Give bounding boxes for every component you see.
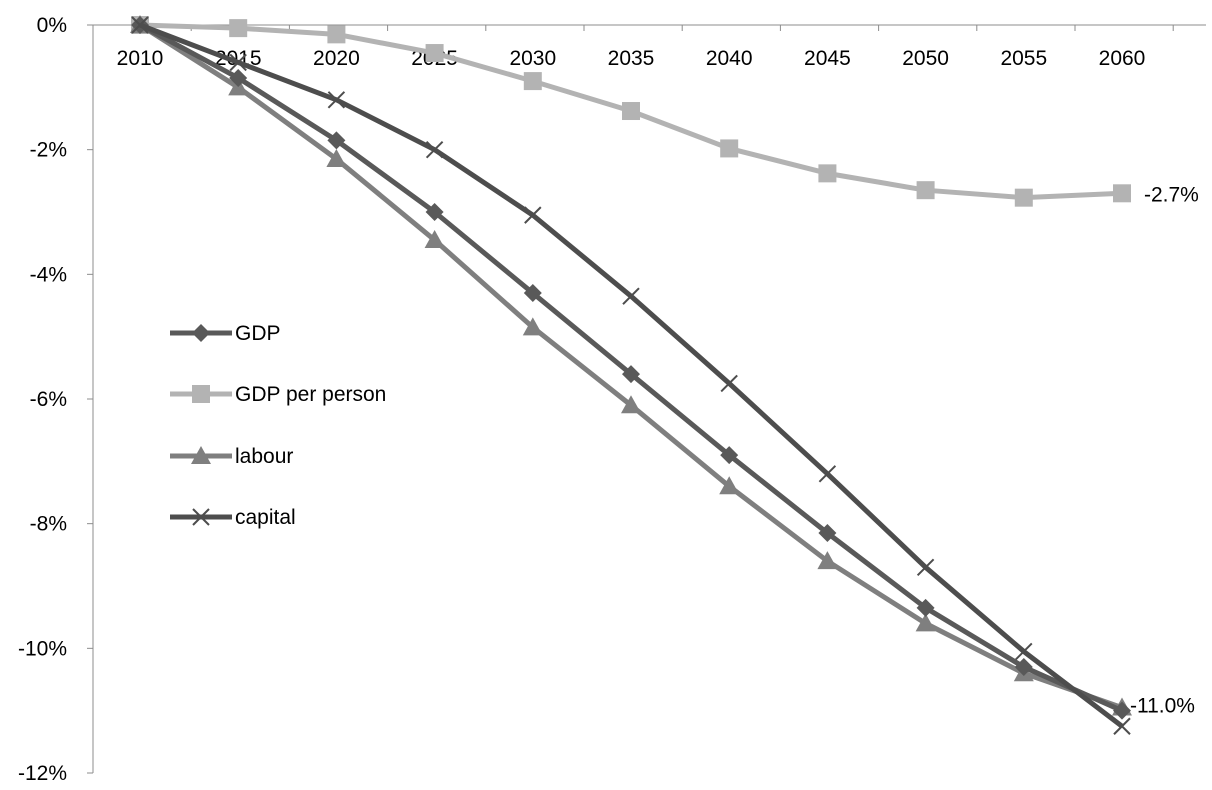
data-point-gdp-per-person	[229, 19, 248, 38]
data-point-gdp	[327, 131, 346, 150]
x-tick-label: 2020	[313, 47, 360, 70]
legend-swatch-marker	[191, 446, 211, 464]
x-marker-stroke	[818, 465, 837, 483]
x-marker-stroke	[327, 91, 346, 109]
data-point-capital	[229, 53, 247, 72]
legend: GDP GDP per person labour capital	[170, 322, 386, 529]
data-point-labour	[817, 551, 838, 570]
y-tick-label: -2%	[30, 139, 67, 162]
data-point-labour	[424, 230, 445, 249]
legend-item-labour: labour	[170, 445, 293, 468]
data-point-gdp	[1014, 658, 1033, 677]
y-tick-label: -8%	[30, 513, 67, 536]
data-point-labour	[621, 395, 641, 414]
x-marker-stroke	[524, 206, 542, 224]
data-point-gdp	[622, 365, 640, 384]
y-axis: 0% -2% -4% -6% -8% -10% -12%	[18, 14, 94, 785]
x-marker-stroke	[916, 558, 935, 577]
x-tick-label: 2040	[706, 47, 753, 70]
y-tick-label: -12%	[18, 762, 67, 785]
x-marker-stroke	[131, 16, 149, 34]
x-tick-label: 2030	[509, 47, 556, 70]
data-point-capital	[720, 374, 738, 393]
legend-item-capital: capital	[170, 506, 296, 529]
series-labour	[130, 15, 1132, 716]
data-point-capital	[131, 16, 149, 34]
data-point-gdp-per-person	[622, 102, 640, 121]
data-point-gdp-per-person	[818, 164, 837, 183]
data-point-gdp	[720, 446, 739, 465]
data-point-gdp	[1113, 701, 1131, 720]
end-label: -2.7%	[1144, 183, 1199, 206]
end-labels: -2.7% -11.0%	[1130, 183, 1199, 717]
data-point-labour	[915, 613, 936, 632]
x-marker-stroke	[229, 53, 247, 72]
x-marker-stroke	[720, 374, 738, 393]
data-point-gdp-per-person	[327, 25, 346, 44]
data-point-capital	[1015, 642, 1033, 661]
data-point-gdp	[425, 203, 444, 221]
legend-label: GDP per person	[235, 383, 386, 406]
legend-swatch-marker	[192, 385, 210, 403]
data-point-labour	[719, 476, 740, 495]
data-point-capital	[916, 558, 935, 577]
x-marker-stroke	[1113, 717, 1131, 735]
data-point-gdp-per-person	[523, 72, 542, 91]
data-point-gdp	[818, 524, 837, 543]
legend-swatch-marker	[192, 324, 210, 342]
series-gdp-per-person	[131, 16, 1131, 207]
data-point-gdp-per-person	[720, 139, 739, 158]
data-point-capital	[425, 140, 444, 159]
data-point-capital	[818, 465, 837, 483]
y-tick-label: 0%	[37, 14, 67, 37]
x-tick-label: 2045	[804, 47, 851, 70]
legend-item-gdp-per-person: GDP per person	[170, 383, 386, 406]
x-marker-stroke	[192, 508, 210, 526]
data-point-gdp-per-person	[1014, 188, 1033, 207]
data-point-gdp-per-person	[1113, 184, 1131, 203]
x-marker-stroke	[425, 140, 444, 159]
legend-label: labour	[235, 445, 293, 468]
legend-item-gdp: GDP	[170, 322, 281, 345]
data-point-capital	[524, 206, 542, 224]
y-tick-label: -10%	[18, 637, 67, 660]
x-tick-label: 2060	[1099, 47, 1146, 70]
data-point-gdp	[916, 598, 935, 617]
series-capital	[131, 16, 1131, 735]
data-point-capital	[327, 91, 346, 109]
data-point-labour	[326, 149, 347, 168]
data-point-capital	[622, 287, 640, 305]
data-point-gdp-per-person	[916, 181, 935, 200]
x-tick-label: 2050	[902, 47, 949, 70]
data-point-labour	[522, 317, 543, 336]
legend-swatch-marker	[192, 508, 210, 526]
x-tick-label: 2055	[1000, 47, 1047, 70]
legend-label: GDP	[235, 322, 281, 345]
end-label: -11.0%	[1130, 695, 1195, 718]
legend-label: capital	[235, 506, 296, 529]
x-marker-stroke	[1015, 642, 1033, 661]
data-point-gdp	[523, 284, 542, 303]
data-point-capital	[1113, 717, 1131, 735]
x-tick-label: 2010	[117, 47, 164, 70]
data-point-gdp-per-person	[425, 44, 444, 63]
y-tick-label: -6%	[30, 388, 67, 411]
data-point-gdp	[229, 68, 248, 87]
x-marker-stroke	[622, 287, 640, 305]
y-tick-label: -4%	[30, 263, 67, 286]
series-layer	[130, 15, 1132, 735]
x-tick-label: 2035	[608, 47, 655, 70]
